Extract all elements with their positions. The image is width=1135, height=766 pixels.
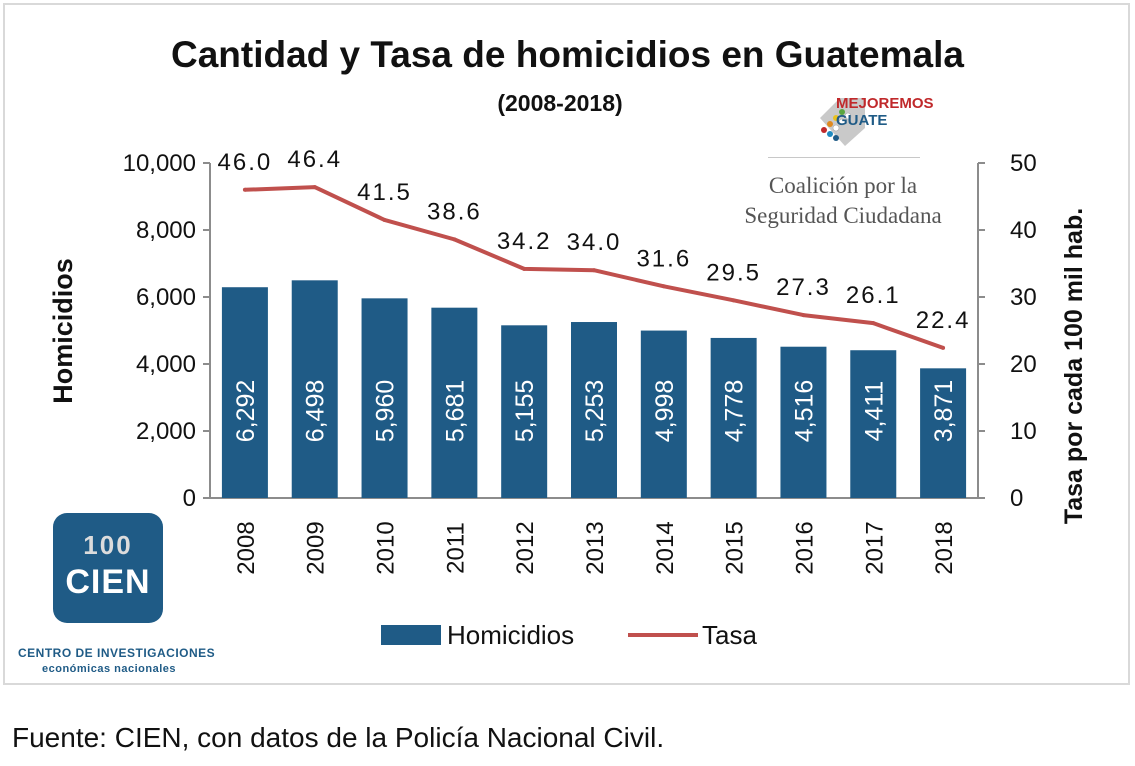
left-tick-label: 2,000 [136,418,196,445]
legend-label-homicidios: Homicidios [447,620,574,650]
chart-subtitle: (2008-2018) [497,90,623,116]
line-value-label: 41.5 [357,179,412,206]
bar-homicidios [850,350,897,498]
bar-value-label: 6,292 [232,380,260,443]
cien-full-name-line2: económicas nacionales [42,663,176,675]
line-value-label: 34.2 [497,228,552,255]
legend-swatch-homicidios [381,625,441,645]
bar-value-label: 4,778 [721,380,749,443]
logo-divider [768,157,920,158]
x-tick-label: 2010 [373,521,400,574]
right-tick-label: 40 [1010,217,1037,244]
bar-value-label: 5,155 [511,380,539,443]
bar-homicidios [710,337,757,498]
coalicion-line2: Seguridad Ciudadana [744,203,942,228]
line-value-label: 26.1 [846,282,901,309]
bar-value-label: 5,681 [441,380,469,443]
left-tick-label: 10,000 [123,150,196,177]
line-value-label: 22.4 [916,307,971,334]
cien-logo-icon [53,513,163,623]
x-tick-label: 2018 [931,521,958,574]
y-axis-right-title: Tasa por cada 100 mil hab. [1060,208,1088,524]
bar-value-label: 5,253 [581,380,609,443]
line-point-tasa [801,313,806,318]
coalicion-logo: Coalición por la Seguridad Ciudadana [718,171,968,231]
cien-full-name-line1: CENTRO DE INVESTIGACIONES [18,646,216,660]
x-tick-label: 2008 [233,521,260,574]
x-tick-label: 2013 [582,521,609,574]
line-point-tasa [522,266,527,271]
bar-homicidios [640,330,687,498]
left-tick-label: 6,000 [136,284,196,311]
line-point-tasa [871,321,876,326]
line-value-label: 29.5 [706,259,761,286]
line-value-label: 38.6 [427,198,482,225]
line-value-label: 46.4 [287,146,342,173]
x-tick-label: 2015 [722,521,749,574]
source-note: Fuente: CIEN, con datos de la Policía Na… [12,722,665,753]
left-tick-label: 8,000 [136,217,196,244]
chart-frame [3,3,1130,685]
bar-value-label: 4,516 [790,380,818,443]
bar-homicidios [431,307,478,498]
right-tick-label: 10 [1010,418,1037,445]
bar-value-label: 3,871 [930,380,958,443]
cien-number: 100 [83,530,133,560]
x-tick-label: 2017 [861,521,888,574]
line-point-tasa [312,185,317,190]
line-point-tasa [661,284,666,289]
left-tick-label: 0 [183,485,196,512]
bar-value-label: 6,498 [302,380,330,443]
legend-label-tasa: Tasa [702,620,757,650]
bar-homicidios [501,325,548,498]
right-tick-label: 50 [1010,150,1037,177]
line-value-label: 31.6 [636,245,691,272]
x-tick-label: 2016 [791,521,818,574]
x-tick-label: 2014 [652,521,679,574]
left-tick-label: 4,000 [136,351,196,378]
line-point-tasa [941,345,946,350]
mejoremos-guate-logo-icon [820,98,865,146]
bar-homicidios [221,287,268,498]
x-tick-label: 2011 [442,522,469,574]
cien-word: CIEN [65,563,151,601]
line-value-label: 34.0 [567,229,622,256]
right-tick-label: 20 [1010,351,1037,378]
bar-homicidios [361,298,408,498]
bar-homicidios [291,280,338,498]
x-tick-label: 2009 [303,521,330,574]
bar-homicidios [920,368,967,498]
chart-title: Cantidad y Tasa de homicidios en Guatema… [171,34,964,75]
line-point-tasa [452,237,457,242]
x-tick-label: 2012 [512,521,539,574]
line-point-tasa [731,298,736,303]
mejoremos-line1: MEJOREMOS [836,95,934,112]
right-tick-label: 0 [1010,485,1023,512]
bar-value-label: 4,411 [860,381,888,442]
line-point-tasa [592,268,596,273]
coalicion-line1: Coalición por la [768,173,918,198]
line-value-label: 27.3 [776,274,831,301]
line-point-tasa [382,217,387,222]
line-point-tasa [242,187,247,192]
mejoremos-guate-text: MEJOREMOS GUATE [836,95,934,129]
bar-value-label: 4,998 [651,380,679,443]
bar-homicidios [780,346,827,498]
bar-value-label: 5,960 [372,380,400,443]
bar-homicidios [571,322,617,498]
y-axis-title: Homicidios [48,258,78,404]
mejoremos-line2: GUATE [836,112,888,129]
line-value-label: 46.0 [218,149,273,176]
right-tick-label: 30 [1010,284,1037,311]
